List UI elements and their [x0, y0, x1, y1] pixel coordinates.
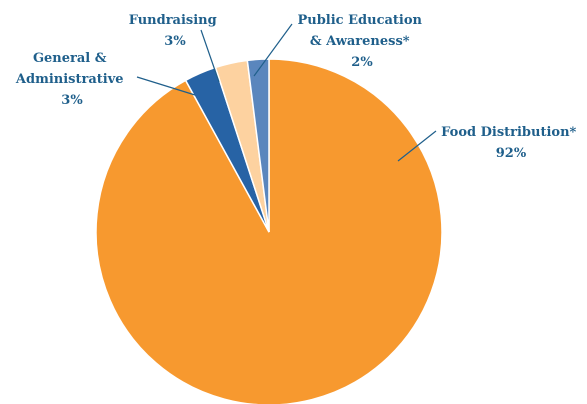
general-administrative-label: General & Administrative 3%: [15, 51, 128, 108]
fundraising-label: Fundraising 3%: [129, 13, 222, 49]
fundraising-label-name: Fundraising: [129, 13, 217, 28]
public-education-label-line2: & Awareness*: [310, 34, 410, 49]
leader-line-public: [253, 23, 293, 77]
leader-line-fundraising: [200, 29, 220, 83]
public-education-label-value: 2%: [351, 55, 373, 70]
pie-slices: [95, 58, 443, 404]
fundraising-label-value: 3%: [164, 34, 186, 49]
public-education-label: Public Education & Awareness* 2%: [297, 13, 426, 70]
pie-slice-public-education: [246, 58, 270, 233]
food-distribution-label: Food Distribution* 92%: [441, 125, 581, 161]
public-education-label-line1: Public Education: [297, 13, 422, 28]
leader-line-general: [136, 76, 196, 96]
general-administrative-label-line1: General &: [33, 51, 107, 66]
leader-line-food: [397, 130, 437, 162]
general-administrative-label-line2: Administrative: [15, 72, 124, 87]
food-distribution-label-value: 92%: [496, 146, 527, 161]
general-administrative-label-value: 3%: [61, 93, 83, 108]
food-distribution-label-name: Food Distribution*: [441, 125, 576, 140]
